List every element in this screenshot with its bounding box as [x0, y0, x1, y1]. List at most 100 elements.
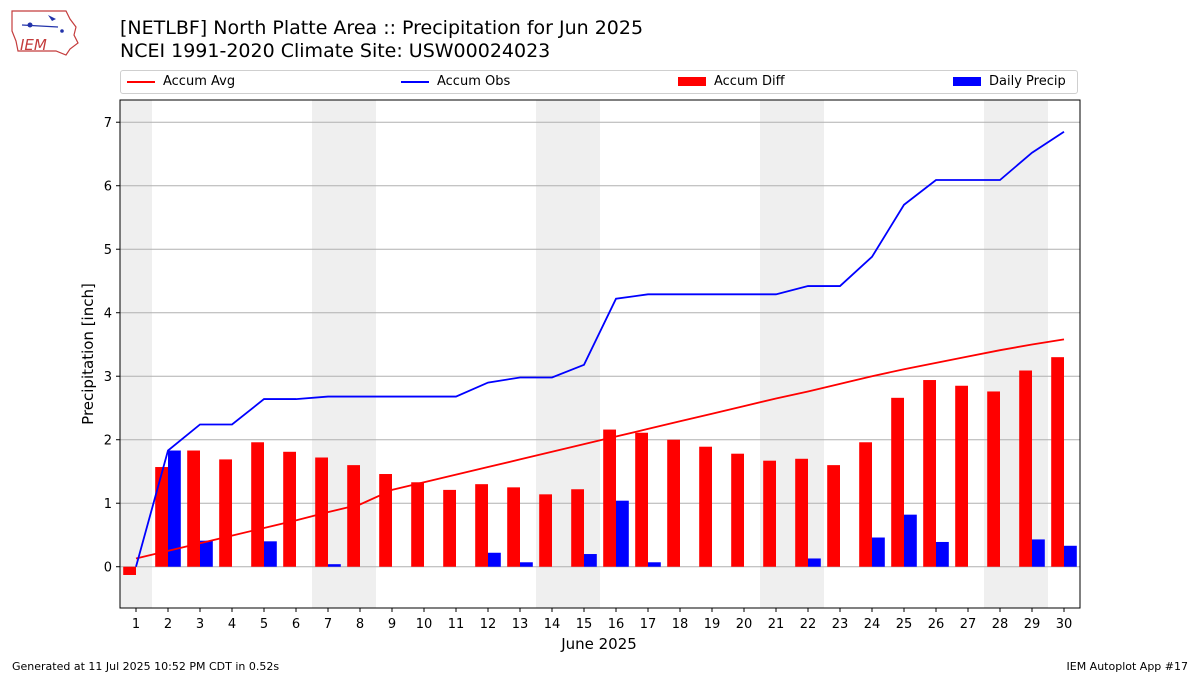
accum-diff-bar-8: [347, 465, 360, 567]
accum-diff-bar-17: [635, 432, 648, 567]
legend-swatch-accum-avg: [127, 80, 155, 83]
legend-label-accum-obs: Accum Obs: [437, 74, 511, 89]
x-tick-label-7: 7: [324, 617, 332, 632]
x-tick-label-14: 14: [544, 617, 561, 632]
y-tick-label-3: 3: [104, 370, 112, 385]
daily-precip-bar-16: [616, 500, 629, 567]
legend-swatch-accum-diff: [678, 77, 706, 86]
series-line-accum-avg: [135, 338, 1065, 560]
x-tick-label-15: 15: [576, 617, 593, 632]
x-tick-label-10: 10: [416, 617, 433, 632]
daily-precip-bar-25: [904, 514, 917, 567]
daily-precip-bar-22: [808, 558, 821, 567]
daily-precip-bar-2: [168, 450, 181, 567]
daily-precip-bar-29: [1032, 539, 1045, 567]
accum-diff-bar-6: [283, 451, 296, 567]
daily-precip-bar-17: [648, 562, 661, 567]
x-tick-label-21: 21: [768, 617, 785, 632]
y-tick-label-6: 6: [104, 180, 112, 195]
x-tick-label-27: 27: [960, 617, 977, 632]
footer-app: IEM Autoplot App #17: [1066, 660, 1189, 673]
accum-diff-bar-7: [315, 457, 328, 567]
accum-diff-bar-20: [731, 453, 744, 567]
daily-precip-bar-26: [936, 541, 949, 567]
y-axis-label: Precipitation [inch]: [79, 283, 97, 425]
x-tick-label-19: 19: [704, 617, 721, 632]
x-tick-label-13: 13: [512, 617, 529, 632]
x-tick-label-1: 1: [132, 617, 140, 632]
daily-precip-bar-30: [1064, 545, 1077, 567]
x-axis-label: June 2025: [560, 635, 637, 653]
accum-diff-bar-13: [507, 487, 520, 567]
accum-diff-bar-12: [475, 484, 488, 567]
y-tick-label-0: 0: [104, 561, 112, 576]
x-tick-label-2: 2: [164, 617, 172, 632]
x-tick-label-8: 8: [356, 617, 364, 632]
x-tick-label-17: 17: [640, 617, 657, 632]
accum-diff-bar-16: [603, 429, 616, 567]
accum-diff-bar-28: [987, 391, 1000, 567]
x-tick-label-6: 6: [292, 617, 300, 632]
daily-precip-bar-24: [872, 537, 885, 567]
daily-precip-bar-3: [200, 540, 213, 567]
accum-diff-bar-29: [1019, 370, 1032, 567]
accum-diff-bar-21: [763, 460, 776, 567]
legend-item-accum-avg: Accum Avg: [127, 74, 235, 89]
x-tick-label-25: 25: [896, 617, 913, 632]
accum-diff-bar-1: [123, 566, 136, 575]
x-tick-label-3: 3: [196, 617, 204, 632]
accum-diff-bar-4: [219, 459, 232, 567]
legend: Accum Avg Accum Obs Accum Diff Daily Pre…: [120, 70, 1078, 94]
legend-label-daily-precip: Daily Precip: [989, 74, 1066, 89]
x-tick-label-22: 22: [800, 617, 817, 632]
legend-label-accum-diff: Accum Diff: [714, 74, 785, 89]
series-line-accum-obs: [135, 130, 1065, 567]
accum-diff-bar-10: [411, 482, 424, 567]
daily-precip-bar-12: [488, 552, 501, 567]
accum-diff-bar-27: [955, 385, 968, 567]
y-tick-label-7: 7: [104, 116, 112, 131]
x-tick-label-28: 28: [992, 617, 1009, 632]
accum-diff-bar-15: [571, 489, 584, 567]
plot-frame: [119, 99, 1081, 609]
accum-diff-bar-19: [699, 446, 712, 567]
x-tick-label-18: 18: [672, 617, 689, 632]
iem-logo: IEM: [11, 10, 79, 56]
accum-diff-bar-18: [667, 439, 680, 567]
legend-label-accum-avg: Accum Avg: [163, 74, 236, 89]
x-tick-label-9: 9: [388, 617, 396, 632]
chart-title: [NETLBF] North Platte Area :: Precipitat…: [120, 17, 644, 39]
legend-swatch-daily-precip: [953, 77, 981, 86]
accum-diff-bar-5: [251, 442, 264, 567]
x-tick-label-24: 24: [864, 617, 881, 632]
legend-item-accum-diff: Accum Diff: [678, 74, 785, 89]
y-tick-label-2: 2: [104, 434, 112, 449]
accum-diff-bar-26: [923, 380, 936, 567]
y-tick-label-5: 5: [104, 243, 112, 258]
x-tick-label-29: 29: [1024, 617, 1041, 632]
x-tick-label-5: 5: [260, 617, 268, 632]
y-tick-label-1: 1: [104, 497, 112, 512]
x-tick-label-16: 16: [608, 617, 625, 632]
accum-diff-bar-9: [379, 474, 392, 567]
accum-diff-bar-22: [795, 458, 808, 567]
daily-precip-bar-7: [328, 564, 341, 567]
x-tick-label-4: 4: [228, 617, 236, 632]
x-tick-label-11: 11: [448, 617, 465, 632]
weekend-shade-1: [120, 100, 152, 608]
legend-swatch-accum-obs: [401, 80, 429, 83]
daily-precip-bar-5: [264, 541, 277, 567]
accum-diff-bar-30: [1051, 357, 1064, 567]
accum-diff-bar-2: [155, 467, 168, 567]
daily-precip-bar-13: [520, 562, 533, 567]
y-tick-label-4: 4: [104, 307, 112, 322]
accum-diff-bar-23: [827, 465, 840, 567]
legend-item-accum-obs: Accum Obs: [401, 74, 510, 89]
x-tick-label-20: 20: [736, 617, 753, 632]
accum-diff-bar-3: [187, 450, 200, 567]
legend-item-daily-precip: Daily Precip: [953, 74, 1066, 89]
accum-diff-bar-25: [891, 397, 904, 567]
x-tick-label-26: 26: [928, 617, 945, 632]
accum-diff-bar-11: [443, 489, 456, 567]
accum-diff-bar-14: [539, 494, 552, 567]
